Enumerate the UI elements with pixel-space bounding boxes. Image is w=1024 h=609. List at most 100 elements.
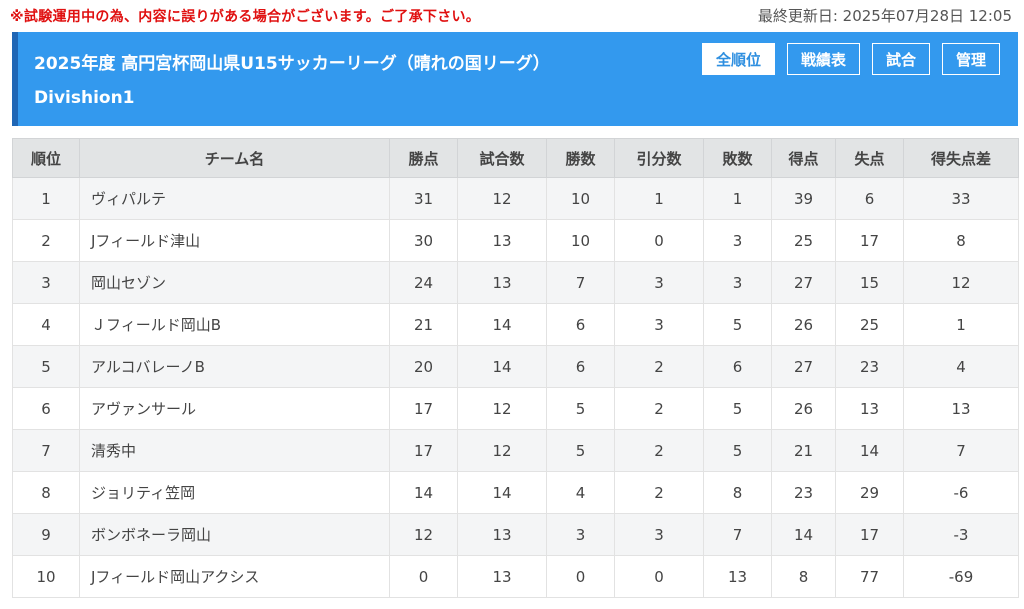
table-row: 10 Jフィールド岡山アクシス 0 13 0 0 13 8 77 -69 <box>12 555 1019 598</box>
goals-against-cell: 25 <box>835 303 904 346</box>
points-cell: 12 <box>389 513 458 556</box>
col-header-team[interactable]: チーム名 <box>79 138 390 178</box>
played-cell: 14 <box>457 345 547 388</box>
wins-cell: 6 <box>546 345 615 388</box>
col-header-goals-against[interactable]: 失点 <box>835 138 904 178</box>
goals-for-cell: 26 <box>771 303 836 346</box>
losses-cell: 5 <box>703 387 772 430</box>
nav-admin-button[interactable]: 管理 <box>941 43 1000 75</box>
team-name-cell[interactable]: ボンボネーラ岡山 <box>79 513 390 556</box>
goal-difference-cell: -6 <box>903 471 1019 514</box>
points-cell: 14 <box>389 471 458 514</box>
team-name-cell[interactable]: アルコバレーノB <box>79 345 390 388</box>
goals-against-cell: 17 <box>835 513 904 556</box>
table-row: 4 Ｊフィールド岡山B 21 14 6 3 5 26 25 1 <box>12 303 1019 346</box>
played-cell: 14 <box>457 471 547 514</box>
nav-matches-button[interactable]: 試合 <box>871 43 930 75</box>
last-updated: 最終更新日: 2025年07月28日 12:05 <box>757 7 1012 25</box>
goals-for-cell: 23 <box>771 471 836 514</box>
rank-cell: 3 <box>12 261 80 304</box>
points-cell: 0 <box>389 555 458 598</box>
goals-against-cell: 13 <box>835 387 904 430</box>
col-header-draws[interactable]: 引分数 <box>614 138 704 178</box>
rank-cell: 8 <box>12 471 80 514</box>
rank-cell: 7 <box>12 429 80 472</box>
goals-for-cell: 25 <box>771 219 836 262</box>
draws-cell: 1 <box>614 177 704 220</box>
draws-cell: 3 <box>614 513 704 556</box>
team-name-cell[interactable]: Ｊフィールド岡山B <box>79 303 390 346</box>
table-row: 3 岡山セゾン 24 13 7 3 3 27 15 12 <box>12 261 1019 304</box>
rank-cell: 5 <box>12 345 80 388</box>
goal-difference-cell: 1 <box>903 303 1019 346</box>
losses-cell: 5 <box>703 429 772 472</box>
rank-cell: 2 <box>12 219 80 262</box>
goals-for-cell: 27 <box>771 261 836 304</box>
losses-cell: 6 <box>703 345 772 388</box>
played-cell: 12 <box>457 177 547 220</box>
team-name-cell[interactable]: ヴィパルテ <box>79 177 390 220</box>
goals-for-cell: 39 <box>771 177 836 220</box>
draws-cell: 3 <box>614 303 704 346</box>
played-cell: 13 <box>457 555 547 598</box>
rank-cell: 4 <box>12 303 80 346</box>
wins-cell: 7 <box>546 261 615 304</box>
team-name-cell[interactable]: Jフィールド岡山アクシス <box>79 555 390 598</box>
table-row: 1 ヴィパルテ 31 12 10 1 1 39 6 33 <box>12 177 1019 220</box>
standings-body: 1 ヴィパルテ 31 12 10 1 1 39 6 33 2 Jフィールド津山 30 13 10 0 3 25 17… <box>12 177 1019 598</box>
goals-against-cell: 29 <box>835 471 904 514</box>
goal-difference-cell: 12 <box>903 261 1019 304</box>
draws-cell: 2 <box>614 345 704 388</box>
losses-cell: 3 <box>703 219 772 262</box>
table-row: 6 アヴァンサール 17 12 5 2 5 26 13 13 <box>12 387 1019 430</box>
wins-cell: 3 <box>546 513 615 556</box>
draws-cell: 0 <box>614 219 704 262</box>
goal-difference-cell: 4 <box>903 345 1019 388</box>
losses-cell: 8 <box>703 471 772 514</box>
played-cell: 13 <box>457 261 547 304</box>
table-row: 9 ボンボネーラ岡山 12 13 3 3 7 14 17 -3 <box>12 513 1019 556</box>
points-cell: 20 <box>389 345 458 388</box>
goals-for-cell: 14 <box>771 513 836 556</box>
goal-difference-cell: 8 <box>903 219 1019 262</box>
goals-for-cell: 26 <box>771 387 836 430</box>
col-header-goal-difference[interactable]: 得失点差 <box>903 138 1019 178</box>
wins-cell: 4 <box>546 471 615 514</box>
draws-cell: 2 <box>614 387 704 430</box>
nav-buttons: 全順位 戦績表 試合 管理 <box>701 43 1000 75</box>
table-row: 8 ジョリティ笠岡 14 14 4 2 8 23 29 -6 <box>12 471 1019 514</box>
col-header-points[interactable]: 勝点 <box>389 138 458 178</box>
rank-cell: 6 <box>12 387 80 430</box>
col-header-losses[interactable]: 敗数 <box>703 138 772 178</box>
col-header-rank[interactable]: 順位 <box>12 138 80 178</box>
table-header-row: 順位 チーム名 勝点 試合数 勝数 引分数 敗数 得点 失点 得失点差 <box>12 138 1019 178</box>
goals-against-cell: 77 <box>835 555 904 598</box>
losses-cell: 5 <box>703 303 772 346</box>
team-name-cell[interactable]: 岡山セゾン <box>79 261 390 304</box>
notice-text: ※試験運用中の為、内容に誤りがある場合がございます。ご了承下さい。 <box>10 9 481 25</box>
team-name-cell[interactable]: Jフィールド津山 <box>79 219 390 262</box>
team-name-cell[interactable]: ジョリティ笠岡 <box>79 471 390 514</box>
points-cell: 17 <box>389 387 458 430</box>
nav-all-standings-button[interactable]: 全順位 <box>701 43 775 75</box>
played-cell: 14 <box>457 303 547 346</box>
col-header-played[interactable]: 試合数 <box>457 138 547 178</box>
rank-cell: 9 <box>12 513 80 556</box>
losses-cell: 7 <box>703 513 772 556</box>
wins-cell: 5 <box>546 387 615 430</box>
table-row: 5 アルコバレーノB 20 14 6 2 6 27 23 4 <box>12 345 1019 388</box>
team-name-cell[interactable]: アヴァンサール <box>79 387 390 430</box>
wins-cell: 5 <box>546 429 615 472</box>
col-header-wins[interactable]: 勝数 <box>546 138 615 178</box>
goal-difference-cell: -3 <box>903 513 1019 556</box>
played-cell: 12 <box>457 387 547 430</box>
col-header-goals-for[interactable]: 得点 <box>771 138 836 178</box>
rank-cell: 10 <box>12 555 80 598</box>
rank-cell: 1 <box>12 177 80 220</box>
team-name-cell[interactable]: 清秀中 <box>79 429 390 472</box>
nav-results-table-button[interactable]: 戦績表 <box>786 43 860 75</box>
goals-against-cell: 23 <box>835 345 904 388</box>
goals-for-cell: 27 <box>771 345 836 388</box>
draws-cell: 0 <box>614 555 704 598</box>
goal-difference-cell: 7 <box>903 429 1019 472</box>
